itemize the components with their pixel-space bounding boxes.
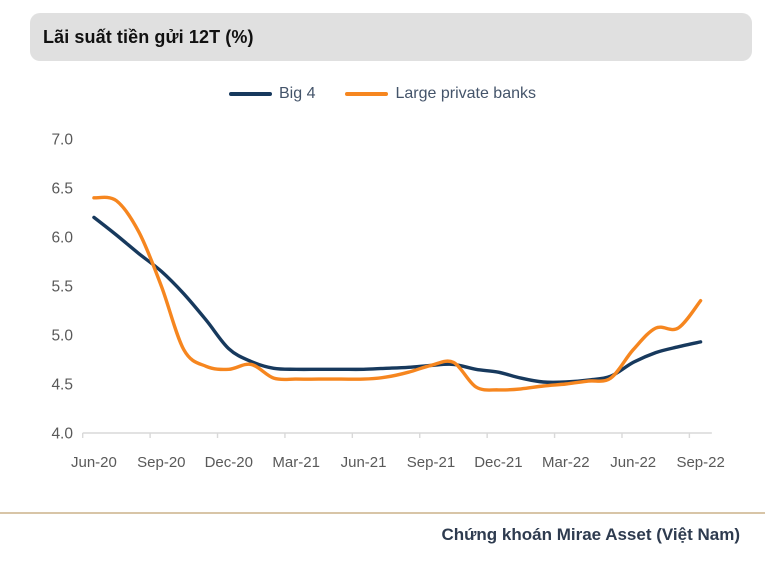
- y-axis-tick-label: 4.0: [51, 426, 73, 443]
- x-axis-tick-label: Mar-22: [542, 454, 590, 471]
- x-axis-tick-label: Dec-20: [205, 454, 253, 471]
- legend-label-big4: Big 4: [279, 85, 316, 102]
- y-axis-tick-label: 4.5: [51, 377, 73, 394]
- private-banks-series-line: [92, 195, 703, 392]
- chart-title: Lãi suất tiền gửi 12T (%): [43, 26, 254, 47]
- x-axis-tick-label: Jun-20: [71, 454, 117, 471]
- chart-legend: Big 4 Large private banks: [0, 85, 765, 103]
- footer-divider: [0, 512, 765, 514]
- chart-title-bar: Lãi suất tiền gửi 12T (%): [30, 13, 752, 61]
- x-axis-tick-label: Dec-21: [474, 454, 522, 471]
- legend-item-private-banks: Large private banks: [345, 85, 536, 103]
- y-axis-tick-label: 5.5: [51, 279, 73, 296]
- big4-line-swatch-icon: [229, 92, 272, 96]
- x-axis-tick-label: Jun-21: [341, 454, 387, 471]
- private-banks-line-swatch-icon: [345, 92, 389, 96]
- y-axis-tick-label: 6.0: [51, 230, 73, 247]
- legend-item-big4: Big 4: [229, 85, 315, 103]
- y-axis-tick-label: 6.5: [51, 181, 73, 198]
- legend-label-private-banks: Large private banks: [395, 85, 536, 102]
- source-attribution: Chứng khoán Mirae Asset (Việt Nam): [441, 525, 740, 544]
- y-axis-tick-label: 7.0: [51, 132, 73, 149]
- x-axis-tick-label: Sep-21: [407, 454, 455, 471]
- x-axis-tick-label: Sep-20: [137, 454, 185, 471]
- x-axis-tick-label: Jun-22: [610, 454, 656, 471]
- x-axis-tick-label: Sep-22: [676, 454, 724, 471]
- y-axis-tick-label: 5.0: [51, 328, 73, 345]
- big4-series-line: [92, 215, 703, 385]
- x-axis-tick-label: Mar-21: [272, 454, 320, 471]
